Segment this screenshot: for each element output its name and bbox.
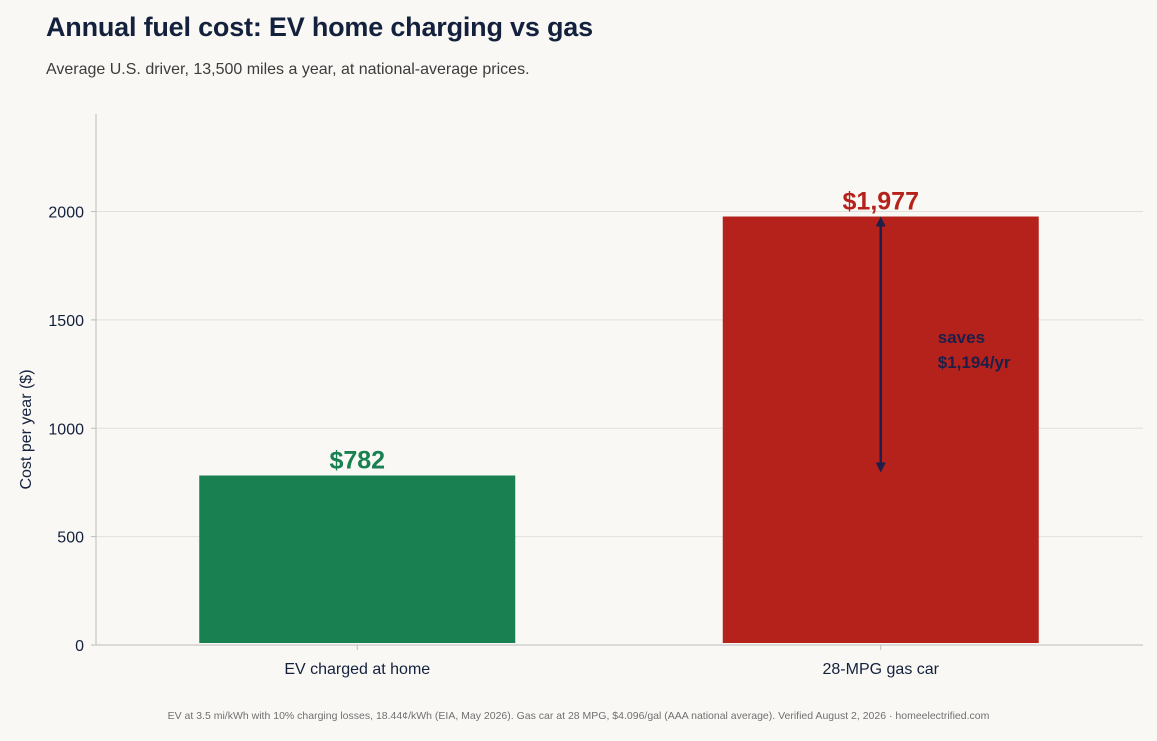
y-tick-label: 2000	[48, 205, 84, 222]
chart-title: Annual fuel cost: EV home charging vs ga…	[46, 12, 593, 42]
y-tick-label: 0	[75, 638, 84, 655]
bar-value-label: $782	[329, 447, 385, 475]
chart-subtitle: Average U.S. driver, 13,500 miles a year…	[46, 61, 530, 78]
labels: $782 $1,977	[329, 188, 919, 475]
savings-label: saves	[938, 328, 985, 347]
y-axis-label: Cost per year ($)	[18, 369, 35, 489]
y-tick-label: 1500	[48, 313, 84, 330]
x-tick-label: 28-MPG gas car	[823, 661, 940, 678]
footnote: EV at 3.5 mi/kWh with 10% charging losse…	[167, 710, 990, 722]
bars	[199, 216, 1039, 643]
y-tick-label: 1000	[48, 421, 84, 438]
savings-annotation: saves $1,194/yr	[875, 216, 1011, 473]
savings-label: $1,194/yr	[938, 353, 1011, 372]
y-tick-label: 500	[57, 530, 84, 547]
x-tick-label: EV charged at home	[284, 661, 430, 678]
axes: 0 500 1000 1500 2000 Cost per year ($) EV char…	[18, 114, 1143, 678]
bar-value-label: $1,977	[843, 188, 919, 216]
bar	[199, 475, 516, 643]
